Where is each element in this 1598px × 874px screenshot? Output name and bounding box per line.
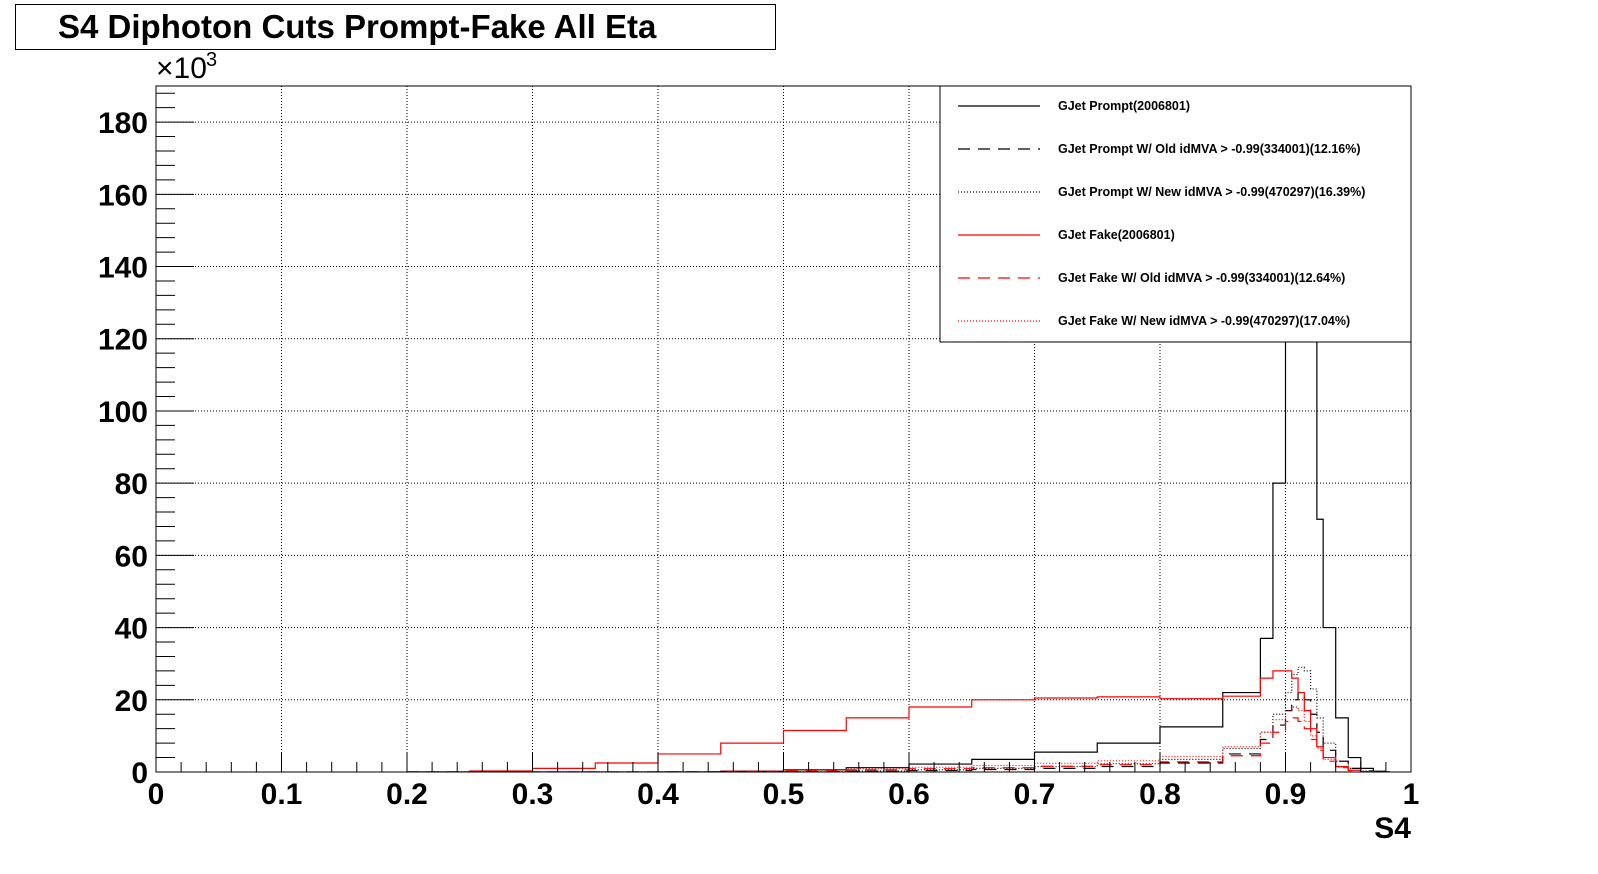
- legend-label-1: GJet Prompt W/ Old idMVA > -0.99(334001)…: [1058, 142, 1361, 156]
- x-axis-label: S4: [1374, 812, 1411, 845]
- x-tick-label: 0.3: [512, 778, 554, 811]
- axes: 0 0.1 0.2 0.3 0.4 0.5 0.6 0.7 0.8 0.9 1 0 20 40 60 80 10…: [98, 49, 1419, 845]
- y-tick-label: 160: [98, 179, 148, 212]
- legend-label-5: GJet Fake W/ New idMVA > -0.99(470297)(1…: [1058, 314, 1350, 328]
- legend-label-3: GJet Fake(2006801): [1058, 228, 1175, 242]
- y-tick-label: 40: [115, 613, 148, 646]
- y-multiplier: ×10: [156, 52, 207, 85]
- x-tick-label: 0.9: [1265, 778, 1307, 811]
- x-tick-label: 0.6: [888, 778, 930, 811]
- y-multiplier-exponent: 3: [206, 49, 217, 71]
- legend-label-0: GJet Prompt(2006801): [1058, 99, 1190, 113]
- y-tick-label: 80: [115, 468, 148, 501]
- series-line-0: [407, 92, 1390, 772]
- legend: GJet Prompt(2006801) GJet Prompt W/ Old i…: [939, 85, 1412, 343]
- legend-box: [939, 85, 1412, 343]
- x-tick-label: 0.8: [1139, 778, 1181, 811]
- series-line-4: [407, 717, 1390, 772]
- x-tick-label: 0.1: [261, 778, 303, 811]
- y-tick-label: 180: [98, 107, 148, 140]
- legend-label-4: GJet Fake W/ Old idMVA > -0.99(334001)(1…: [1058, 271, 1345, 285]
- y-tick-label: 20: [115, 685, 148, 718]
- series-line-1: [407, 691, 1390, 772]
- series-line-5: [407, 706, 1390, 772]
- x-tick-label: 0: [148, 778, 165, 811]
- y-tick-label: 60: [115, 540, 148, 573]
- chart-title: S4 Diphoton Cuts Prompt-Fake All Eta: [15, 4, 776, 50]
- y-tick-label: 140: [98, 252, 148, 285]
- y-tick-label: 120: [98, 324, 148, 357]
- x-tick-label: 0.4: [637, 778, 679, 811]
- y-tick-label: 0: [131, 757, 148, 790]
- x-tick-label: 0.2: [386, 778, 428, 811]
- x-tick-label: 1: [1403, 778, 1420, 811]
- legend-label-2: GJet Prompt W/ New idMVA > -0.99(470297)…: [1058, 185, 1365, 199]
- x-tick-label: 0.5: [763, 778, 805, 811]
- series-line-3: [407, 670, 1390, 772]
- x-tick-label: 0.7: [1014, 778, 1056, 811]
- y-tick-label: 100: [98, 396, 148, 429]
